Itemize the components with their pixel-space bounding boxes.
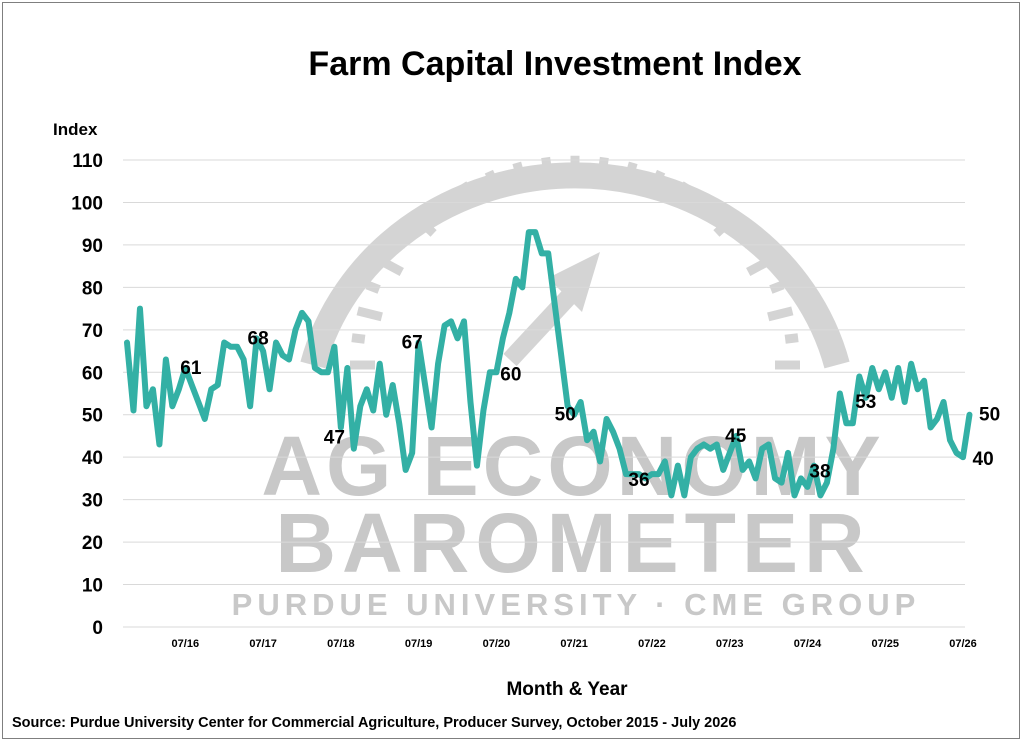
watermark-gauge-tick <box>622 161 638 187</box>
watermark-gauge-tick <box>351 333 366 344</box>
y-axis-ticks: 0 10 20 30 40 50 60 70 80 90 100 110 <box>71 151 103 639</box>
watermark-gauge-tick <box>700 196 716 212</box>
watermark-gauge-tick <box>412 213 437 237</box>
gridlines <box>123 159 965 628</box>
x-tick-label: 07/18 <box>327 638 355 650</box>
data-label: 61 <box>180 358 202 379</box>
x-tick-label: 07/23 <box>716 638 744 650</box>
x-axis-label: Month & Year <box>506 679 628 700</box>
watermark-gauge-tick <box>458 181 479 207</box>
watermark-gauge-tick <box>356 306 383 322</box>
data-label: 45 <box>725 426 747 447</box>
x-tick-label: 07/24 <box>794 638 822 650</box>
x-tick-label: 07/20 <box>483 638 511 650</box>
source-note: Source: Purdue University Center for Com… <box>12 715 736 731</box>
series-layer <box>124 229 973 499</box>
data-label: 50 <box>555 405 576 426</box>
watermark-line3: PURDUE UNIVERSITY · CME GROUP <box>232 587 921 622</box>
series-line <box>124 229 973 499</box>
watermark-gauge-tick <box>512 161 528 187</box>
data-label: 47 <box>324 427 345 448</box>
watermark-gauge-tick <box>434 196 450 212</box>
data-label: 67 <box>402 333 423 354</box>
y-tick-label: 100 <box>71 193 103 214</box>
watermark-gauge-tick <box>484 169 498 185</box>
data-labels: 61 68 47 67 60 50 36 45 38 53 40 50 <box>180 328 1000 491</box>
data-label: 36 <box>628 470 649 491</box>
watermark-gauge-tick <box>671 181 692 207</box>
x-tick-label: 07/16 <box>172 638 200 650</box>
y-tick-label: 10 <box>82 576 103 597</box>
x-tick-label: 07/22 <box>638 638 666 650</box>
y-tick-label: 40 <box>82 448 103 469</box>
watermark-gauge-tick <box>784 333 799 344</box>
x-tick-label: 07/25 <box>871 638 899 650</box>
y-tick-label: 80 <box>82 278 103 299</box>
x-tick-label: 07/26 <box>949 638 977 650</box>
watermark-gauge-tick <box>378 256 404 276</box>
watermark-gauge-tick <box>541 156 552 171</box>
x-tick-label: 07/21 <box>560 638 588 650</box>
chart-title: Farm Capital Investment Index <box>308 45 801 83</box>
watermark-gauge-tick <box>598 156 609 171</box>
data-label: 53 <box>855 392 876 413</box>
watermark-gauge-needle <box>503 283 582 367</box>
x-axis-ticks: 07/16 07/17 07/18 07/19 07/20 07/21 07/22 07/23… <box>172 638 977 650</box>
watermark-gauge-tick <box>652 169 666 185</box>
watermark-gauge-tick <box>713 213 738 237</box>
y-tick-label: 110 <box>72 151 103 172</box>
y-tick-label: 60 <box>82 363 103 384</box>
watermark-line1: AG ECONOMY <box>261 419 884 513</box>
data-label: 50 <box>979 405 1000 426</box>
data-label: 60 <box>500 364 521 385</box>
watermark-gauge-tick <box>746 256 772 276</box>
y-tick-label: 70 <box>82 321 103 342</box>
y-axis-label: Index <box>53 120 98 139</box>
y-tick-label: 50 <box>82 406 103 427</box>
watermark-gauge-tick <box>767 306 794 322</box>
y-tick-label: 0 <box>92 618 103 639</box>
x-tick-label: 07/17 <box>249 638 277 650</box>
data-label: 38 <box>809 462 830 483</box>
watermark-gauge-tick <box>740 233 757 249</box>
watermark-gauge-arrowhead <box>548 252 600 312</box>
data-label: 68 <box>248 328 269 349</box>
watermark-line2: BAROMETER <box>275 496 870 590</box>
x-tick-label: 07/19 <box>405 638 433 650</box>
watermark-gauge-tick <box>393 233 410 249</box>
y-tick-label: 20 <box>82 533 103 554</box>
y-tick-label: 90 <box>82 236 103 257</box>
y-tick-label: 30 <box>82 491 103 512</box>
data-label: 40 <box>973 449 994 470</box>
